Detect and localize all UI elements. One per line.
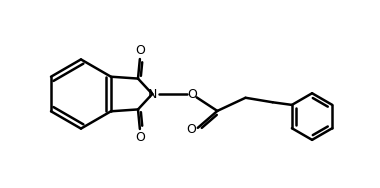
- Text: O: O: [135, 131, 145, 144]
- Text: O: O: [187, 87, 197, 101]
- Text: N: N: [147, 87, 157, 101]
- Text: O: O: [186, 123, 196, 136]
- Text: O: O: [135, 44, 145, 57]
